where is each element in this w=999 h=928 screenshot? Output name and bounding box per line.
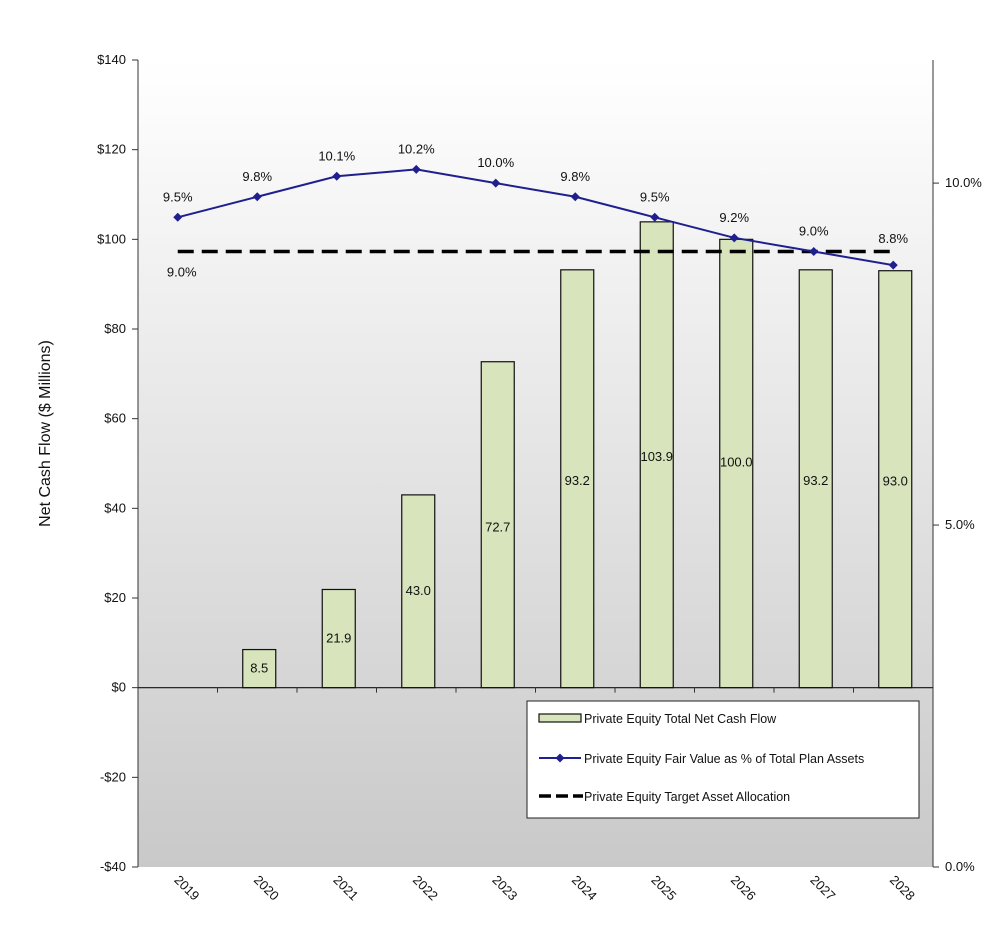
x-tick-label: 2026 [728,872,759,903]
fair-value-marker [888,260,898,270]
bar [321,588,356,689]
bar-data-label: 103.9 [640,449,673,464]
y2-tick-label: 5.0% [945,517,975,532]
x-tick-label: 2027 [807,872,838,903]
fair-value-data-label: 9.5% [163,189,193,204]
fair-value-data-label: 9.5% [640,189,670,204]
x-tick-label: 2028 [887,872,918,903]
fair-value-marker [332,171,342,181]
bar-data-label: 93.2 [803,473,828,488]
fair-value-marker [252,192,262,202]
x-tick-label: 2023 [489,872,520,903]
y-tick-label: $60 [104,411,126,426]
x-tick-label: 2022 [410,872,441,903]
x-tick-label: 2020 [251,872,282,903]
y-tick-label: $100 [97,231,126,246]
fair-value-data-label: 10.2% [398,141,435,156]
fair-value-marker [650,212,660,222]
x-tick-label: 2024 [569,872,600,903]
legend-swatch-marker [555,753,565,763]
target-data-label: 9.0% [167,264,197,279]
y2-tick-label: 10.0% [945,175,982,190]
fair-value-marker [173,212,183,222]
bar [242,648,277,689]
bar-data-label: 72.7 [485,520,510,535]
x-tick-label: 2019 [171,872,202,903]
fair-value-data-label: 9.0% [799,223,829,238]
y-tick-label: $120 [97,142,126,157]
legend-swatch-bar [538,713,582,723]
legend-label: Private Equity Fair Value as % of Total … [584,752,864,766]
y-tick-label: $0 [112,680,126,695]
y-tick-label: $140 [97,52,126,67]
legend [526,700,920,819]
fair-value-data-label: 9.8% [560,169,590,184]
bar-data-label: 8.5 [250,661,268,676]
legend-label: Private Equity Target Asset Allocation [584,790,790,804]
fair-value-marker [729,233,739,243]
y-axis-title: Net Cash Flow ($ Millions) [37,340,54,527]
bar [878,270,913,689]
bar-data-label: 21.9 [326,630,351,645]
fair-value-marker [411,164,421,174]
fair-value-line [177,168,894,267]
x-tick-label: 2021 [330,872,361,903]
bar-data-label: 93.0 [883,474,908,489]
y-tick-label: -$20 [100,769,126,784]
y2-tick-label: 0.0% [945,859,975,874]
fair-value-data-label: 9.2% [719,210,749,225]
bar [401,494,436,689]
fair-value-data-label: 10.0% [477,155,514,170]
fair-value-marker [491,178,501,188]
bar-data-label: 93.2 [565,473,590,488]
bar-data-label: 100.0 [720,454,753,469]
y-tick-label: $40 [104,500,126,515]
legend-label: Private Equity Total Net Cash Flow [584,712,777,726]
bar [798,269,833,689]
bar [719,238,754,689]
y-tick-label: $20 [104,590,126,605]
x-tick-label: 2025 [648,872,679,903]
fair-value-marker [570,192,580,202]
bar-data-label: 43.0 [406,583,431,598]
y-tick-label: -$40 [100,859,126,874]
fair-value-data-label: 9.8% [242,169,272,184]
fair-value-data-label: 8.8% [878,231,908,246]
y-tick-label: $80 [104,321,126,336]
fair-value-marker [809,246,819,256]
fair-value-data-label: 10.1% [318,148,355,163]
